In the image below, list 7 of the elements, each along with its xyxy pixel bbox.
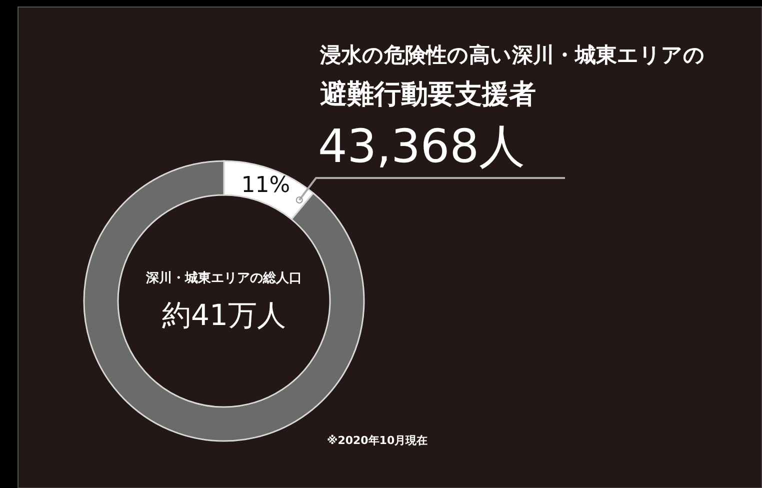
- text: 深川・城東エリアの総人口: [145, 271, 302, 286]
- text: 浸水の危険性の高い深川・城東エリアの: [319, 43, 705, 67]
- text: 約41万人: [162, 298, 286, 332]
- text: ※2020年10月現在: [327, 434, 428, 447]
- text: 避難行動要支援者: [320, 79, 536, 110]
- data-label: 11%: [241, 172, 290, 198]
- text: 43,368人: [318, 119, 525, 173]
